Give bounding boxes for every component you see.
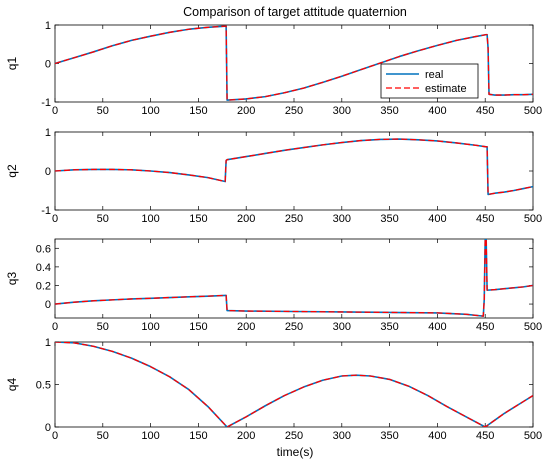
series-group: [55, 239, 533, 317]
x-tick-label: 450: [476, 105, 494, 117]
x-axis-label: time(s): [277, 445, 314, 459]
x-tick-label: 500: [524, 105, 542, 117]
x-tick-label: 450: [476, 213, 494, 225]
y-tick-label: 0.2: [36, 280, 51, 292]
chart-panels: 0 50 100 150 200 250 300 350 400 450 500-101q1real…: [5, 20, 542, 442]
x-tick-label: 100: [141, 321, 159, 333]
x-tick-label: 150: [189, 430, 207, 442]
x-tick-label: 100: [141, 213, 159, 225]
x-tick-label: 450: [476, 430, 494, 442]
legend-label-real: real: [425, 69, 443, 81]
x-tick-label: 250: [285, 430, 303, 442]
y-tick-label: 0: [45, 299, 51, 311]
y-tick-label: 0.6: [36, 243, 51, 255]
y-axis-label-q1: q1: [5, 57, 19, 71]
x-tick-label: 350: [380, 213, 398, 225]
x-tick-label: 400: [428, 105, 446, 117]
series-group: [55, 25, 533, 101]
series-group: [55, 342, 533, 427]
x-tick-label: 350: [380, 105, 398, 117]
x-tick-label: 300: [333, 321, 351, 333]
y-tick-label: -1: [41, 97, 51, 109]
x-tick-label: 200: [237, 105, 255, 117]
legend: real estimate: [380, 63, 479, 99]
series-group: [55, 138, 533, 196]
x-tick-label: 50: [97, 105, 109, 117]
y-tick-label: 0: [45, 166, 51, 178]
y-axis-label-q4: q4: [5, 378, 19, 392]
panel-q1: 0 50 100 150 200 250 300 350 400 450 500-101q1real…: [5, 20, 542, 117]
plot-area-q4: [54, 341, 534, 428]
x-tick-label: 400: [428, 213, 446, 225]
x-tick-label: 50: [97, 213, 109, 225]
x-tick-label: 400: [428, 321, 446, 333]
y-tick-label: 0.4: [36, 262, 51, 274]
x-tick-label: 150: [189, 105, 207, 117]
x-tick-label: 150: [189, 213, 207, 225]
y-tick-label: 1: [45, 20, 51, 32]
x-tick-label: 500: [524, 321, 542, 333]
y-axis-label-q2: q2: [5, 164, 19, 178]
x-tick-label: 300: [333, 213, 351, 225]
x-tick-label: 50: [97, 321, 109, 333]
series-line-estimate: [55, 342, 533, 427]
x-tick-label: 250: [285, 105, 303, 117]
x-tick-label: 350: [380, 430, 398, 442]
x-tick-label: 100: [141, 105, 159, 117]
x-tick-label: 250: [285, 213, 303, 225]
x-tick-label: 200: [237, 321, 255, 333]
x-tick-label: 0: [52, 105, 58, 117]
y-axis-label-q3: q3: [5, 272, 19, 286]
y-tick-label: 1: [45, 127, 51, 139]
x-tick-label: 350: [380, 321, 398, 333]
legend-label-estimate: estimate: [425, 83, 467, 95]
x-tick-label: 0: [52, 430, 58, 442]
x-tick-label: 300: [333, 105, 351, 117]
y-tick-label: 0: [45, 422, 51, 434]
x-tick-label: 0: [52, 213, 58, 225]
plot-area-q3: [54, 238, 534, 319]
x-tick-label: 200: [237, 430, 255, 442]
legend-box: [380, 63, 479, 99]
x-tick-label: 250: [285, 321, 303, 333]
panel-q4: 0 50 100 150 200 250 300 350 400 450 500 0 0.5 1 q4: [5, 337, 542, 442]
x-tick-label: 150: [189, 321, 207, 333]
chart-title: Comparison of target attitude quaternion: [183, 5, 407, 19]
x-tick-label: 100: [141, 430, 159, 442]
x-tick-label: 200: [237, 213, 255, 225]
x-tick-label: 300: [333, 430, 351, 442]
plot-area-q2: [54, 131, 534, 211]
series-line-estimate: [55, 138, 533, 196]
y-tick-label: 0: [45, 59, 51, 71]
x-tick-label: 0: [52, 321, 58, 333]
series-line-estimate: [55, 239, 533, 317]
x-tick-label: 50: [97, 430, 109, 442]
x-tick-label: 450: [476, 321, 494, 333]
series-line-estimate: [55, 25, 533, 101]
x-tick-label: 500: [524, 430, 542, 442]
x-tick-label: 400: [428, 430, 446, 442]
x-tick-label: 500: [524, 213, 542, 225]
panel-q3: 0 50 100 150 200 250 300 350 400 450 500 0 0.2 0.4 0.6…: [5, 238, 542, 333]
y-tick-label: 1: [45, 337, 51, 349]
y-tick-label: -1: [41, 205, 51, 217]
y-tick-label: 0.5: [36, 380, 51, 392]
